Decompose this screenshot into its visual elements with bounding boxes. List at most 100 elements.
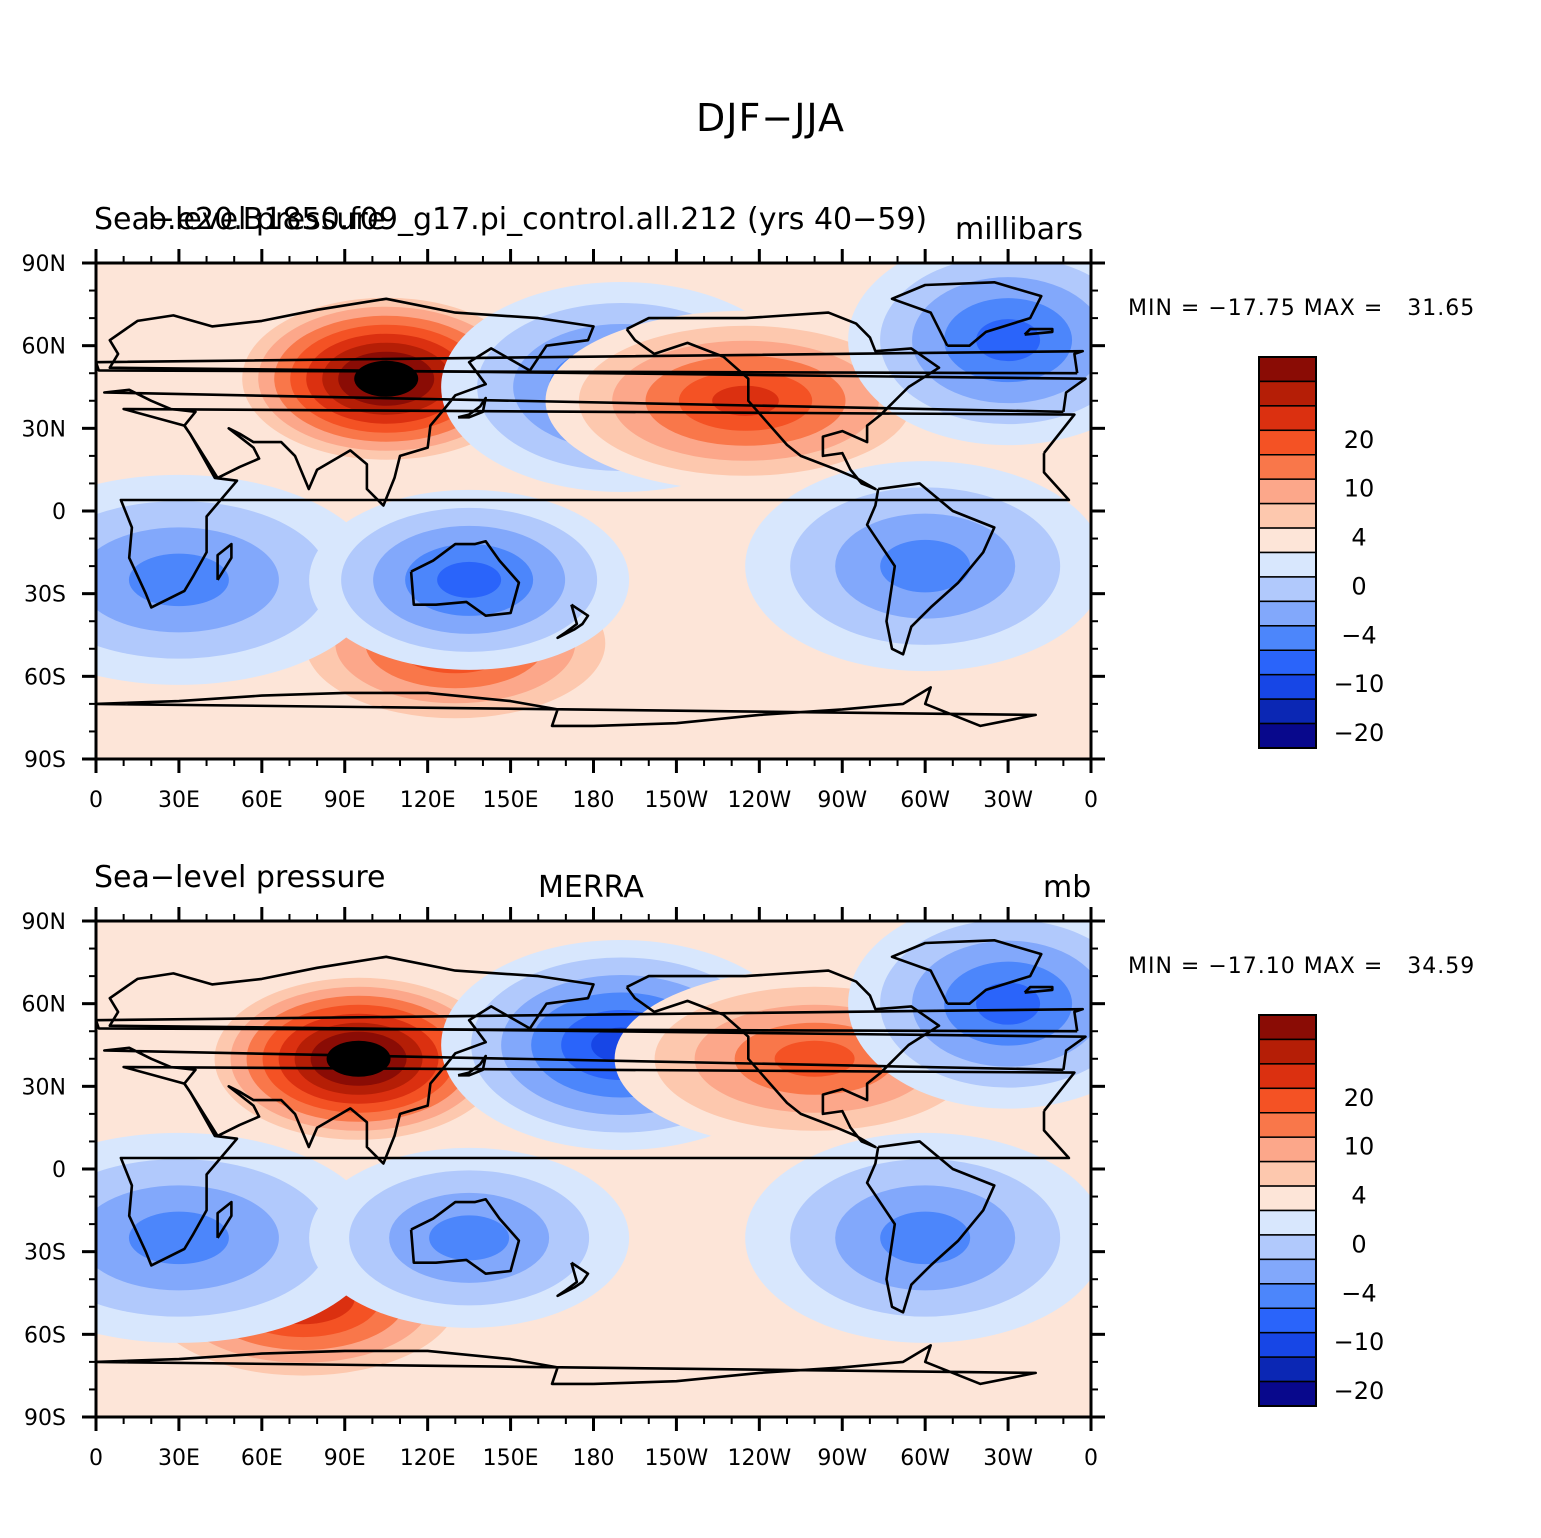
colorbar-label: −4 (1341, 1279, 1376, 1307)
y-tick-label: 30S (24, 1241, 66, 1266)
coastline (96, 349, 1084, 375)
coastline (103, 297, 1087, 507)
contour-band (429, 1215, 510, 1261)
coastlines (96, 281, 1087, 728)
map-plot: 0 30E 60E 90E 120E 150E 180 150W 120W 90W 60W 30W 09… (22, 249, 1385, 813)
x-tick-label: 90W (817, 788, 867, 813)
x-tick-label: 0 (89, 1446, 103, 1471)
coastline (457, 1054, 487, 1077)
colorbar-swatch (1258, 698, 1317, 725)
colorbar-frame (1258, 356, 1317, 749)
colorbar-swatch (1258, 380, 1317, 407)
panel-center-title: b.e20.B1850.f09_g17.pi_control.all.212 (… (148, 202, 928, 237)
coastline (216, 542, 233, 581)
colorbar-swatch (1258, 1160, 1317, 1187)
coastline (96, 1007, 1084, 1033)
coastline (119, 407, 1076, 609)
coastline (865, 482, 996, 656)
colorbar-label: 10 (1344, 475, 1375, 503)
colorbar-swatch (1258, 1038, 1317, 1065)
x-tick-label: 120E (400, 1446, 456, 1471)
y-tick-label: 90N (22, 252, 66, 277)
colorbar-label: −10 (1334, 670, 1385, 698)
panel-merra: Sea−level pressure MERRA mb MIN = −17.10… (0, 858, 1541, 1518)
colorbar-swatch (1258, 454, 1317, 480)
contour-field (96, 921, 1091, 1389)
x-tick-label: 120E (400, 788, 456, 813)
panel-left-title: Sea−level pressure (94, 202, 386, 237)
colorbar-swatch (1258, 1380, 1317, 1407)
x-tick-label: 60E (241, 1446, 283, 1471)
y-tick-label: 0 (52, 1158, 66, 1183)
panel-model: Sea−level pressure b.e20.B1850.f09_g17.p… (0, 200, 1541, 860)
colorbar-swatch (1258, 649, 1317, 676)
colorbar-label: −20 (1334, 719, 1385, 747)
x-tick-label: 30E (158, 788, 200, 813)
y-tick-label: 60S (24, 1323, 66, 1348)
y-tick-label: 90N (22, 910, 66, 935)
coastlines (96, 939, 1087, 1386)
colorbar-swatch (1258, 527, 1317, 554)
colorbar-swatch (1258, 1307, 1317, 1334)
contour-band (128, 553, 229, 607)
colorbar-label: 0 (1351, 1230, 1366, 1258)
colorbar-swatch (1258, 1185, 1317, 1212)
colorbar-swatch (1258, 1112, 1317, 1138)
x-tick-label: 150E (483, 788, 539, 813)
colorbar-swatch (1258, 551, 1317, 578)
coastline (96, 686, 1037, 728)
y-tick-label: 60N (22, 335, 66, 360)
x-tick-label: 0 (1084, 1446, 1098, 1471)
contour-field (96, 263, 1091, 734)
contour-band (712, 385, 779, 416)
coastline (625, 969, 941, 1149)
x-tick-label: 60E (241, 788, 283, 813)
colorbar-swatch (1258, 1283, 1317, 1309)
panel-units: millibars (955, 212, 1083, 247)
figure-title: DJF−JJA (696, 96, 845, 140)
colorbar-swatch (1258, 1356, 1317, 1383)
y-tick-label: 60N (22, 993, 66, 1018)
colorbar-swatch (1258, 405, 1317, 432)
colorbar-swatch (1258, 1331, 1317, 1358)
coastline (216, 1200, 233, 1239)
x-tick-label: 0 (1084, 788, 1098, 813)
colorbar-swatch (1258, 722, 1317, 749)
x-tick-label: 120W (727, 788, 791, 813)
panel-center-title: MERRA (538, 870, 644, 905)
colorbar-label: 4 (1351, 524, 1366, 552)
y-tick-label: 30N (22, 1075, 66, 1100)
map-plot: 0 30E 60E 90E 120E 150E 180 150W 120W 90W 60W 30W 09… (22, 907, 1384, 1471)
colorbar-swatch (1258, 1209, 1317, 1236)
y-tick-label: 30N (22, 417, 66, 442)
contour-band (370, 369, 403, 388)
min-max-label: MIN = −17.75 MAX = 31.65 (1128, 296, 1476, 321)
x-tick-label: 90E (324, 788, 366, 813)
x-tick-label: 30W (983, 1446, 1033, 1471)
coastline (1023, 327, 1054, 336)
contour-band (342, 1049, 375, 1068)
coastline (103, 955, 1087, 1165)
x-tick-label: 30W (983, 788, 1033, 813)
y-tick-label: 60S (24, 665, 66, 690)
x-tick-label: 60W (900, 788, 950, 813)
colorbar-label: 20 (1344, 426, 1375, 454)
colorbar-swatch (1258, 625, 1317, 651)
colorbar-frame (1258, 1014, 1317, 1407)
x-tick-label: 60W (900, 1446, 950, 1471)
colorbar-swatch (1258, 1136, 1317, 1163)
x-tick-label: 120W (727, 1446, 791, 1471)
x-tick-label: 90W (817, 1446, 867, 1471)
colorbar-swatch (1258, 1234, 1317, 1261)
y-tick-label: 90S (24, 1406, 66, 1431)
contour-band (880, 539, 971, 593)
colorbar-swatch (1258, 576, 1317, 603)
colorbar-label: 20 (1344, 1084, 1375, 1112)
y-tick-label: 90S (24, 748, 66, 773)
x-tick-label: 150E (483, 1446, 539, 1471)
coastline (890, 939, 1043, 1005)
x-tick-label: 180 (573, 1446, 615, 1471)
colorbar-label: 10 (1344, 1133, 1375, 1161)
coastline (865, 1140, 996, 1314)
colorbar-swatch (1258, 502, 1317, 529)
